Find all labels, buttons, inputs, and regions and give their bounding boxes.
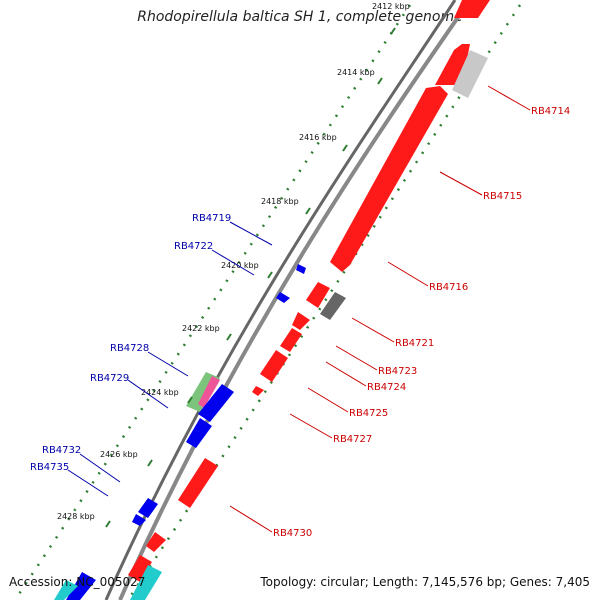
gene-cyan-left <box>54 580 78 600</box>
reverse-leader-lines <box>67 221 273 497</box>
backbone-line-inner <box>104 0 457 600</box>
accession-text: Accession: NC_005027 <box>9 575 146 589</box>
gene-rb4729b <box>186 418 212 448</box>
label-rb4721: RB4721 <box>395 338 434 349</box>
gene-rb4729 <box>198 384 234 422</box>
label-rb4730: RB4730 <box>273 528 312 539</box>
label-rb4729: RB4729 <box>90 373 129 384</box>
label-rb4723: RB4723 <box>378 366 417 377</box>
gene-rb4714-gray <box>452 50 488 98</box>
gene-rb4714 <box>454 0 490 18</box>
tick-label-2412: 2412 kbp <box>372 2 410 11</box>
label-rb4732: RB4732 <box>42 445 81 456</box>
label-rb4735: RB4735 <box>30 462 69 473</box>
gene-rb4730b <box>146 532 166 552</box>
gene-rb4722 <box>276 292 290 303</box>
inner-dotted-track <box>13 4 412 600</box>
tick-label-2428: 2428 kbp <box>57 512 95 521</box>
tick-label-2416: 2416 kbp <box>299 133 337 142</box>
gene-cyan-bottom <box>130 565 162 600</box>
label-rb4727: RB4727 <box>333 434 372 445</box>
tick-label-2414: 2414 kbp <box>337 68 375 77</box>
gene-rb4723 <box>280 328 302 352</box>
genome-summary-text: Topology: circular; Length: 7,145,576 bp… <box>260 575 590 589</box>
label-rb4725: RB4725 <box>349 408 388 419</box>
gene-rb4716-gray <box>320 292 346 320</box>
tick-label-2424: 2424 kbp <box>141 388 179 397</box>
label-rb4719: RB4719 <box>192 213 231 224</box>
gene-rb4732 <box>138 498 158 518</box>
tick-label-2418: 2418 kbp <box>261 197 299 206</box>
gene-rb4716 <box>306 282 330 308</box>
label-rb4716: RB4716 <box>429 282 468 293</box>
label-rb4728: RB4728 <box>110 343 149 354</box>
gene-rb4730 <box>178 458 218 508</box>
gene-rb4721 <box>292 312 310 330</box>
gene-rb4724 <box>260 350 288 382</box>
forward-leader-lines <box>229 85 531 533</box>
gene-rb4715 <box>330 86 448 272</box>
label-rb4714: RB4714 <box>531 106 570 117</box>
tick-label-2420: 2420 kbp <box>221 261 259 270</box>
backbone-line-outer <box>118 0 472 600</box>
label-rb4724: RB4724 <box>367 382 406 393</box>
tick-label-2426: 2426 kbp <box>100 450 138 459</box>
gene-rb4725 <box>252 386 264 396</box>
gene-rb4728-pink <box>198 376 220 408</box>
gene-blue-bottom <box>66 572 96 600</box>
tick-marks <box>105 27 396 528</box>
label-rb4722: RB4722 <box>174 241 213 252</box>
gene-rb4735 <box>132 514 146 526</box>
tick-label-2422: 2422 kbp <box>182 324 220 333</box>
gene-red-bottom <box>128 555 152 582</box>
map-title: Rhodopirellula baltica SH 1, complete ge… <box>137 9 463 25</box>
label-rb4715: RB4715 <box>483 191 522 202</box>
gene-rb4719 <box>296 264 306 274</box>
